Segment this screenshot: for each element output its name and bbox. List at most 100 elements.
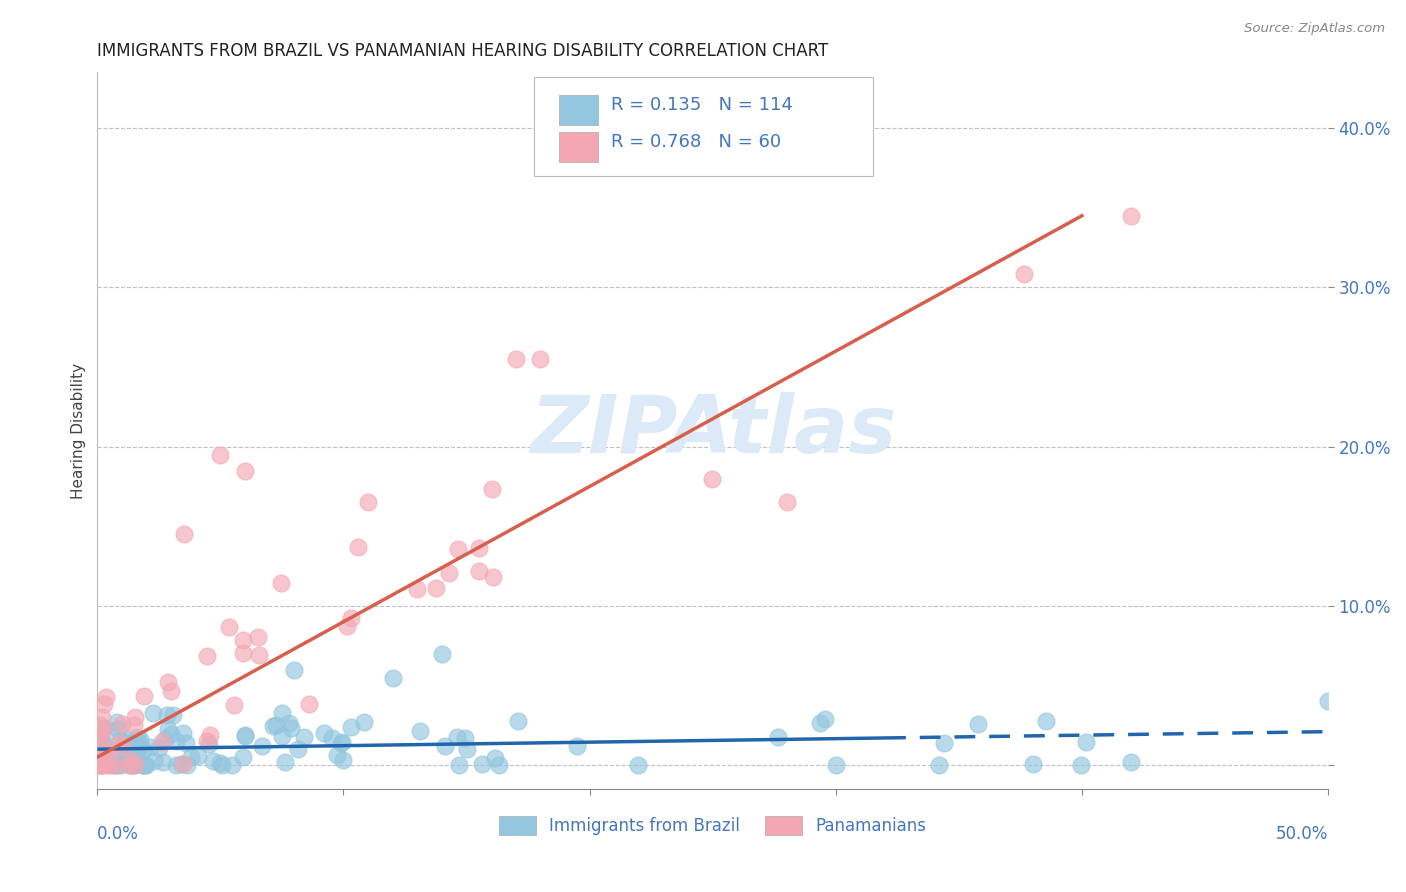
Point — [93, 758, 115, 772]
Point — [129, 739, 152, 753]
Point — [98, 747, 121, 762]
Point — [346, 540, 368, 554]
Point — [446, 541, 468, 556]
Point — [89, 733, 111, 747]
Point — [91, 722, 114, 736]
Point — [274, 755, 297, 769]
Point — [336, 618, 359, 632]
Point — [132, 690, 155, 704]
Point — [339, 610, 361, 624]
Point — [330, 735, 353, 749]
Point — [270, 706, 292, 720]
Point — [339, 720, 361, 734]
Point — [314, 726, 336, 740]
Text: 50.0%: 50.0% — [1275, 825, 1329, 843]
FancyBboxPatch shape — [558, 95, 599, 125]
Point — [132, 743, 155, 757]
Point — [437, 566, 460, 580]
Text: Source: ZipAtlas.com: Source: ZipAtlas.com — [1244, 22, 1385, 36]
Point — [89, 729, 111, 743]
Point — [471, 757, 494, 772]
Point — [94, 739, 117, 754]
Point — [142, 706, 165, 720]
Point — [132, 758, 155, 772]
Point — [232, 646, 254, 660]
Point — [100, 723, 122, 738]
Point — [233, 463, 256, 477]
Point — [1035, 714, 1057, 728]
Point — [468, 541, 491, 556]
Point — [105, 758, 128, 772]
Point — [94, 690, 117, 704]
Point — [124, 738, 146, 752]
Point — [434, 739, 457, 753]
Point — [283, 663, 305, 677]
Point — [107, 722, 129, 736]
Point — [160, 684, 183, 698]
Point — [127, 748, 149, 763]
Point — [321, 731, 343, 746]
Point — [246, 630, 269, 644]
Point — [91, 748, 114, 763]
Point — [627, 758, 650, 772]
Point — [232, 750, 254, 764]
Point — [150, 735, 173, 749]
Point — [529, 352, 551, 367]
Point — [292, 730, 315, 744]
Point — [89, 758, 111, 772]
Point — [287, 741, 309, 756]
Point — [179, 749, 201, 764]
Point — [232, 632, 254, 647]
Y-axis label: Hearing Disability: Hearing Disability — [72, 363, 86, 499]
Point — [1070, 758, 1092, 772]
Point — [488, 758, 510, 772]
Point — [505, 352, 527, 367]
Point — [967, 717, 990, 731]
Point — [247, 648, 270, 662]
Point — [108, 734, 131, 748]
Point — [280, 721, 302, 735]
Point — [211, 758, 233, 772]
Point — [195, 733, 218, 747]
Point — [221, 758, 243, 772]
Legend: Immigrants from Brazil, Panamanians: Immigrants from Brazil, Panamanians — [492, 809, 932, 841]
Point — [114, 752, 136, 766]
Point — [129, 732, 152, 747]
Point — [172, 756, 194, 771]
Point — [209, 448, 232, 462]
Point — [482, 570, 505, 584]
Point — [157, 723, 180, 737]
Point — [103, 758, 125, 772]
Point — [111, 716, 134, 731]
Text: 0.0%: 0.0% — [97, 825, 139, 843]
Point — [89, 729, 111, 743]
Point — [111, 740, 134, 755]
Point — [90, 736, 112, 750]
Point — [124, 758, 146, 772]
Point — [104, 758, 127, 772]
Point — [134, 758, 156, 772]
Point — [117, 758, 139, 772]
Point — [700, 472, 723, 486]
Point — [506, 714, 529, 729]
Point — [135, 757, 157, 772]
Point — [277, 716, 299, 731]
Point — [120, 747, 142, 761]
Point — [195, 648, 218, 663]
Point — [105, 714, 128, 729]
Point — [202, 754, 225, 768]
Point — [122, 717, 145, 731]
Point — [353, 715, 375, 730]
FancyBboxPatch shape — [558, 132, 599, 162]
Point — [89, 758, 111, 772]
Point — [775, 495, 797, 509]
Point — [172, 726, 194, 740]
Point — [447, 758, 470, 772]
Point — [325, 747, 347, 762]
Point — [484, 751, 506, 765]
Point — [132, 758, 155, 772]
Point — [110, 758, 132, 772]
Point — [1022, 756, 1045, 771]
Point — [125, 731, 148, 745]
Point — [101, 758, 124, 772]
